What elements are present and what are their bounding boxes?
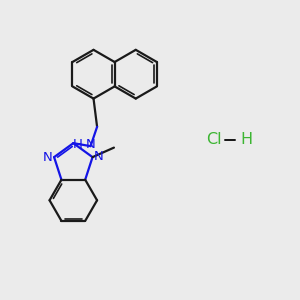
Text: H: H: [240, 132, 252, 147]
Text: Cl: Cl: [206, 132, 222, 147]
Text: H: H: [73, 138, 83, 151]
Text: N: N: [94, 150, 104, 163]
Text: N: N: [86, 138, 95, 151]
Text: N: N: [43, 151, 52, 164]
